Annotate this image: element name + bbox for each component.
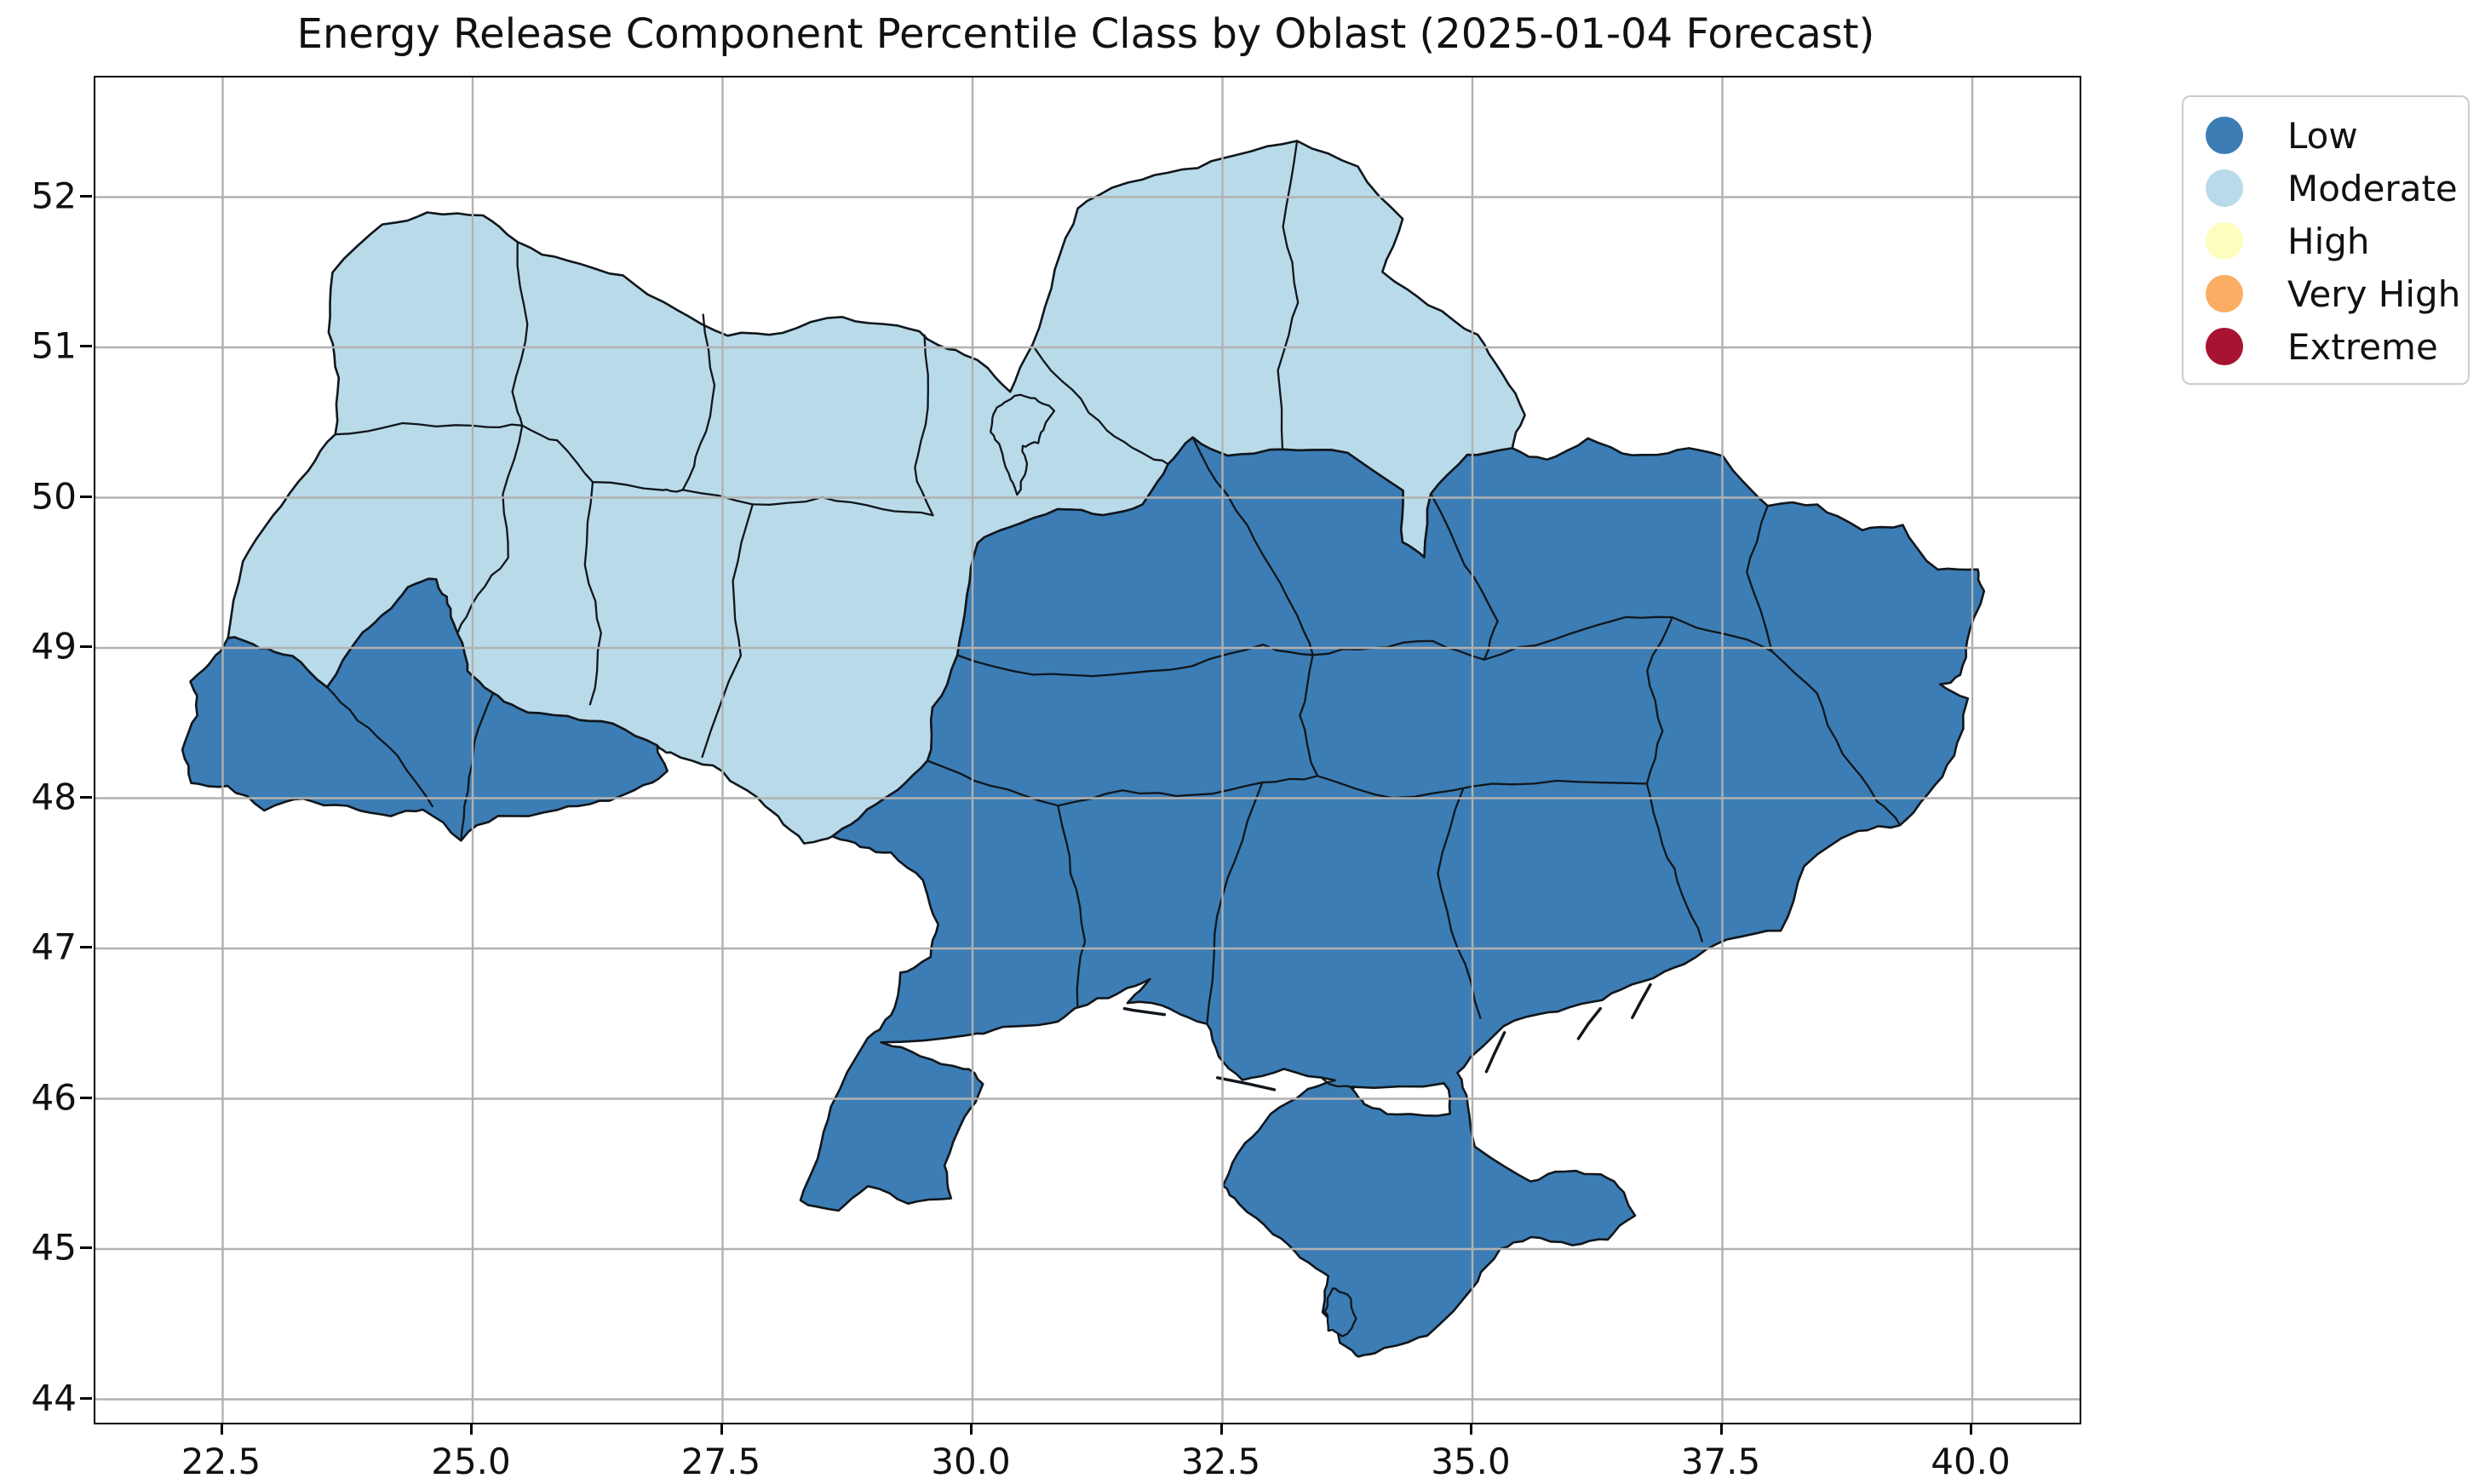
y-tick-mark-44 — [80, 1396, 92, 1400]
y-tick-label-52: 52 — [31, 175, 77, 216]
chart-title: Energy Release Component Percentile Clas… — [296, 10, 1875, 58]
oblast-border-line — [1645, 616, 1673, 785]
legend-item-very-high: Very High — [2201, 267, 2468, 320]
x-tick-label-37.5: 37.5 — [1680, 1441, 1761, 1482]
x-tick-mark-22.5 — [220, 1423, 223, 1435]
legend-marker-icon — [2206, 328, 2243, 365]
legend-label: Low — [2287, 114, 2358, 157]
oblast-border-line — [1057, 805, 1087, 1007]
oblast-border-line — [1770, 650, 1902, 827]
x-tick-mark-27.5 — [720, 1423, 723, 1435]
legend-label: High — [2287, 220, 2370, 262]
y-tick-label-49: 49 — [31, 625, 77, 668]
oblast-border-line — [681, 313, 716, 491]
oblast-border-line — [456, 424, 524, 635]
y-tick-mark-48 — [80, 795, 92, 799]
legend-label: Extreme — [2287, 325, 2438, 368]
y-tick-label-51: 51 — [31, 324, 77, 367]
region-fill-low-southwest-cluster — [181, 577, 669, 842]
region-fill-low-main-cluster — [799, 436, 1986, 1358]
x-tick-label-27.5: 27.5 — [680, 1441, 761, 1482]
oblast-border-line — [1033, 346, 1169, 466]
oblast-border-line — [1299, 654, 1319, 777]
y-tick-label-45: 45 — [31, 1226, 77, 1269]
y-tick-mark-52 — [80, 194, 92, 198]
oblast-border-line — [334, 421, 524, 436]
y-tick-mark-50 — [80, 495, 92, 498]
x-tick-label-32.5: 32.5 — [1180, 1441, 1261, 1482]
legend-marker-icon — [2206, 117, 2243, 154]
x-tick-mark-30 — [970, 1423, 973, 1435]
oblast-border-line — [511, 241, 529, 427]
legend-marker-icon — [2206, 169, 2243, 207]
y-tick-label-44: 44 — [31, 1377, 77, 1418]
y-tick-mark-49 — [80, 645, 92, 648]
legend: Low Moderate High Very High Extreme — [2182, 95, 2470, 385]
legend-item-moderate: Moderate — [2201, 162, 2468, 215]
oblast-border-line — [1191, 436, 1314, 656]
coastal-spit — [1484, 1031, 1506, 1074]
kyiv-city-boundary — [990, 393, 1056, 496]
x-tick-label-25: 25.0 — [431, 1441, 511, 1482]
oblast-border-line — [583, 481, 602, 706]
x-tick-mark-32.5 — [1219, 1423, 1223, 1435]
oblast-border-line — [1437, 788, 1482, 1019]
oblast-border-line — [1311, 639, 1486, 661]
y-tick-mark-45 — [80, 1246, 92, 1249]
x-tick-mark-35 — [1470, 1423, 1472, 1435]
x-tick-label-35: 35.0 — [1431, 1441, 1511, 1482]
oblast-border-line — [701, 503, 754, 759]
oblast-border-line — [1746, 505, 1773, 652]
legend-item-low: Low — [2201, 109, 2468, 162]
x-tick-mark-25 — [470, 1423, 473, 1435]
legend-marker-icon — [2206, 222, 2243, 260]
x-tick-mark-37.5 — [1719, 1423, 1723, 1435]
ukraine-choropleth-map — [95, 77, 2080, 1423]
legend-label: Very High — [2287, 272, 2461, 315]
legend-item-high: High — [2201, 215, 2468, 267]
x-tick-mark-40 — [1970, 1423, 1972, 1435]
x-tick-label-30: 30.0 — [931, 1441, 1011, 1482]
coastal-spit — [1631, 983, 1652, 1019]
x-tick-label-40: 40.0 — [1931, 1441, 2011, 1482]
coastal-spit — [1576, 1006, 1603, 1040]
oblast-border-line — [1321, 1077, 1356, 1090]
legend-item-extreme: Extreme — [2201, 320, 2468, 373]
y-tick-label-48: 48 — [31, 776, 77, 817]
y-tick-mark-47 — [80, 946, 92, 948]
x-tick-label-22.5: 22.5 — [181, 1441, 261, 1482]
coastal-spit — [1215, 1076, 1277, 1092]
y-tick-mark-46 — [80, 1096, 92, 1099]
legend-label: Moderate — [2287, 167, 2458, 209]
oblast-border-line — [1645, 782, 1703, 943]
y-tick-mark-51 — [80, 345, 92, 347]
legend-marker-icon — [2206, 275, 2243, 312]
oblast-border-line — [1430, 492, 1499, 661]
plot-area — [94, 76, 2081, 1424]
y-tick-label-50: 50 — [31, 475, 77, 517]
sevastopol-boundary — [1323, 1287, 1357, 1338]
y-tick-label-47: 47 — [31, 925, 77, 968]
coastal-spit — [1122, 1006, 1167, 1017]
oblast-border-line — [1057, 775, 1319, 807]
oblast-border-line — [914, 334, 934, 517]
oblast-border-line — [325, 685, 433, 808]
y-tick-label-46: 46 — [31, 1076, 77, 1118]
